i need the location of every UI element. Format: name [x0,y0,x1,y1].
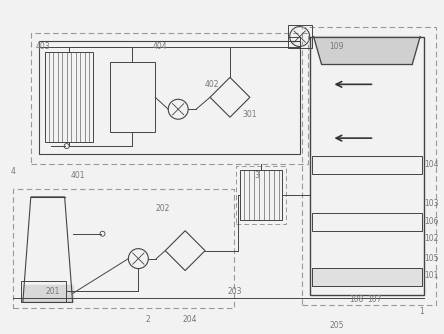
FancyBboxPatch shape [312,268,422,286]
Polygon shape [313,36,420,64]
Text: 402: 402 [205,80,220,89]
Text: 403: 403 [36,42,51,51]
Text: 203: 203 [228,287,242,296]
Text: 105: 105 [424,254,439,263]
Text: 401: 401 [71,171,85,180]
Text: 109: 109 [329,42,344,51]
Text: 101: 101 [424,271,439,280]
Text: 204: 204 [182,315,197,324]
Text: 301: 301 [242,110,257,119]
Text: 103: 103 [424,199,439,208]
Text: 202: 202 [155,204,170,213]
Text: 2: 2 [145,315,150,324]
Text: 3: 3 [255,171,260,180]
Text: 1: 1 [419,307,424,316]
Text: 106: 106 [424,217,439,226]
Polygon shape [23,285,73,302]
Text: 104: 104 [424,160,439,169]
Text: 404: 404 [152,42,167,51]
Text: 102: 102 [424,234,439,243]
Text: 201: 201 [46,287,60,296]
Text: 4: 4 [11,167,16,176]
Text: 205: 205 [329,321,344,330]
Text: 108: 108 [349,295,364,304]
Text: 107: 107 [367,295,382,304]
